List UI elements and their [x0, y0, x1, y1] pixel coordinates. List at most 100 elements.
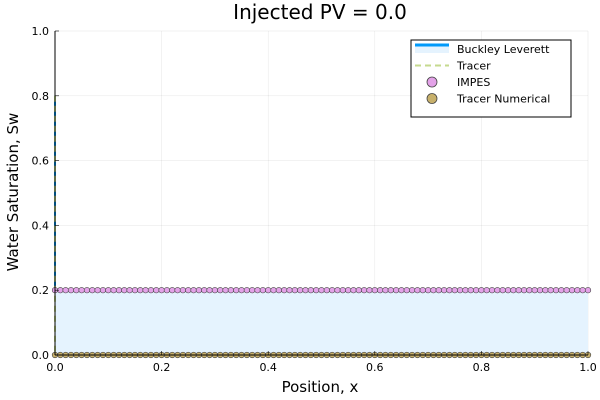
impes-marker	[174, 287, 181, 294]
impes-marker	[115, 287, 123, 294]
impes-marker	[126, 287, 133, 294]
impes-marker	[67, 287, 75, 294]
impes-marker	[185, 287, 192, 294]
impes-marker	[398, 287, 405, 294]
impes-marker	[270, 287, 277, 294]
legend-label-impes: IMPES	[457, 76, 490, 89]
impes-marker	[334, 287, 341, 294]
x-axis-label: Position, x	[282, 378, 359, 396]
impes-marker	[259, 287, 266, 294]
impes-marker	[89, 287, 96, 294]
x-tick-label: 0.8	[473, 361, 491, 374]
impes-marker	[211, 287, 218, 294]
impes-marker	[313, 287, 320, 294]
impes-marker	[78, 287, 85, 294]
impes-marker	[238, 287, 245, 294]
impes-marker	[504, 287, 512, 294]
impes-marker	[163, 287, 171, 294]
impes-marker	[526, 287, 533, 294]
impes-marker	[472, 287, 480, 294]
impes-marker	[425, 287, 432, 294]
impes-marker	[456, 287, 464, 294]
impes-marker	[137, 287, 144, 294]
impes-marker	[451, 287, 458, 294]
legend-swatch-tracer-numerical	[426, 93, 438, 104]
impes-marker	[520, 287, 528, 294]
impes-marker	[291, 287, 298, 294]
legend-label-tracer: Tracer	[456, 60, 491, 73]
impes-marker	[265, 287, 272, 294]
impes-marker	[142, 287, 149, 294]
impes-marker	[510, 287, 517, 294]
impes-marker	[409, 287, 416, 294]
impes-marker	[249, 287, 256, 294]
impes-marker	[302, 287, 309, 294]
impes-marker	[350, 287, 357, 294]
impes-marker	[105, 287, 112, 294]
impes-marker	[94, 287, 101, 294]
impes-marker	[254, 287, 261, 294]
y-tick-label: 0.4	[32, 219, 50, 232]
y-tick-label: 0.2	[32, 284, 50, 297]
impes-marker	[536, 287, 544, 294]
impes-marker	[195, 287, 203, 294]
impes-marker	[414, 287, 421, 294]
impes-marker	[361, 287, 368, 294]
impes-marker	[478, 287, 485, 294]
impes-marker	[158, 287, 165, 294]
impes-marker	[323, 287, 330, 294]
y-tick-label: 0.0	[32, 349, 50, 362]
impes-marker	[307, 287, 314, 294]
impes-marker	[542, 287, 549, 294]
impes-marker	[318, 287, 325, 294]
impes-marker	[403, 287, 410, 294]
axes	[54, 30, 589, 356]
impes-marker	[494, 287, 501, 294]
impes-marker	[499, 287, 506, 294]
impes-marker	[190, 287, 197, 294]
impes-marker	[568, 287, 576, 294]
impes-marker	[547, 287, 554, 294]
buckley-leverett-line	[54, 95, 588, 292]
impes-marker	[563, 287, 570, 294]
impes-marker	[531, 287, 538, 294]
x-tick-label: 0.6	[366, 361, 384, 374]
impes-marker	[233, 287, 240, 294]
impes-marker	[393, 287, 400, 294]
impes-marker	[467, 287, 474, 294]
impes-marker	[483, 287, 490, 294]
legend-label-tracer-numerical: Tracer Numerical	[456, 93, 550, 106]
x-tick-label: 1.0	[579, 361, 597, 374]
impes-marker	[355, 287, 362, 294]
impes-marker	[440, 287, 448, 294]
y-axis-label: Water Saturation, Sw	[4, 113, 22, 272]
impes-marker	[446, 287, 453, 294]
impes-marker	[281, 287, 288, 294]
impes-marker	[297, 287, 304, 294]
impes-marker	[552, 287, 560, 294]
legend-swatch-impes	[426, 76, 438, 88]
impes-marker	[382, 287, 389, 294]
impes-marker	[488, 287, 496, 294]
legend-swatch-buckley-leverett-fill	[415, 45, 449, 53]
impes-marker	[339, 287, 346, 294]
impes-marker	[222, 287, 229, 294]
impes-marker	[574, 287, 581, 294]
chart-title: Injected PV = 0.0	[233, 0, 407, 24]
impes-marker	[73, 287, 80, 294]
impes-marker	[286, 287, 293, 294]
impes-marker	[275, 287, 282, 294]
legend: Buckley Leverett Tracer IMPES Tracer Numeri…	[410, 39, 572, 118]
impes-marker	[153, 287, 160, 294]
impes-marker	[371, 287, 378, 294]
y-tick-label: 0.6	[32, 155, 50, 168]
impes-marker	[462, 287, 469, 294]
impes-marker	[387, 287, 394, 294]
legend-label-buckley-leverett: Buckley Leverett	[457, 43, 550, 56]
impes-marker	[584, 287, 592, 294]
impes-marker	[515, 287, 522, 294]
impes-marker	[329, 287, 336, 294]
impes-marker	[579, 287, 586, 294]
tick-labels: 0.0 0.2 0.4 0.6 0.8 1.0 0.0 0.2 0.4 0.6 0.8 1.0	[32, 25, 597, 374]
